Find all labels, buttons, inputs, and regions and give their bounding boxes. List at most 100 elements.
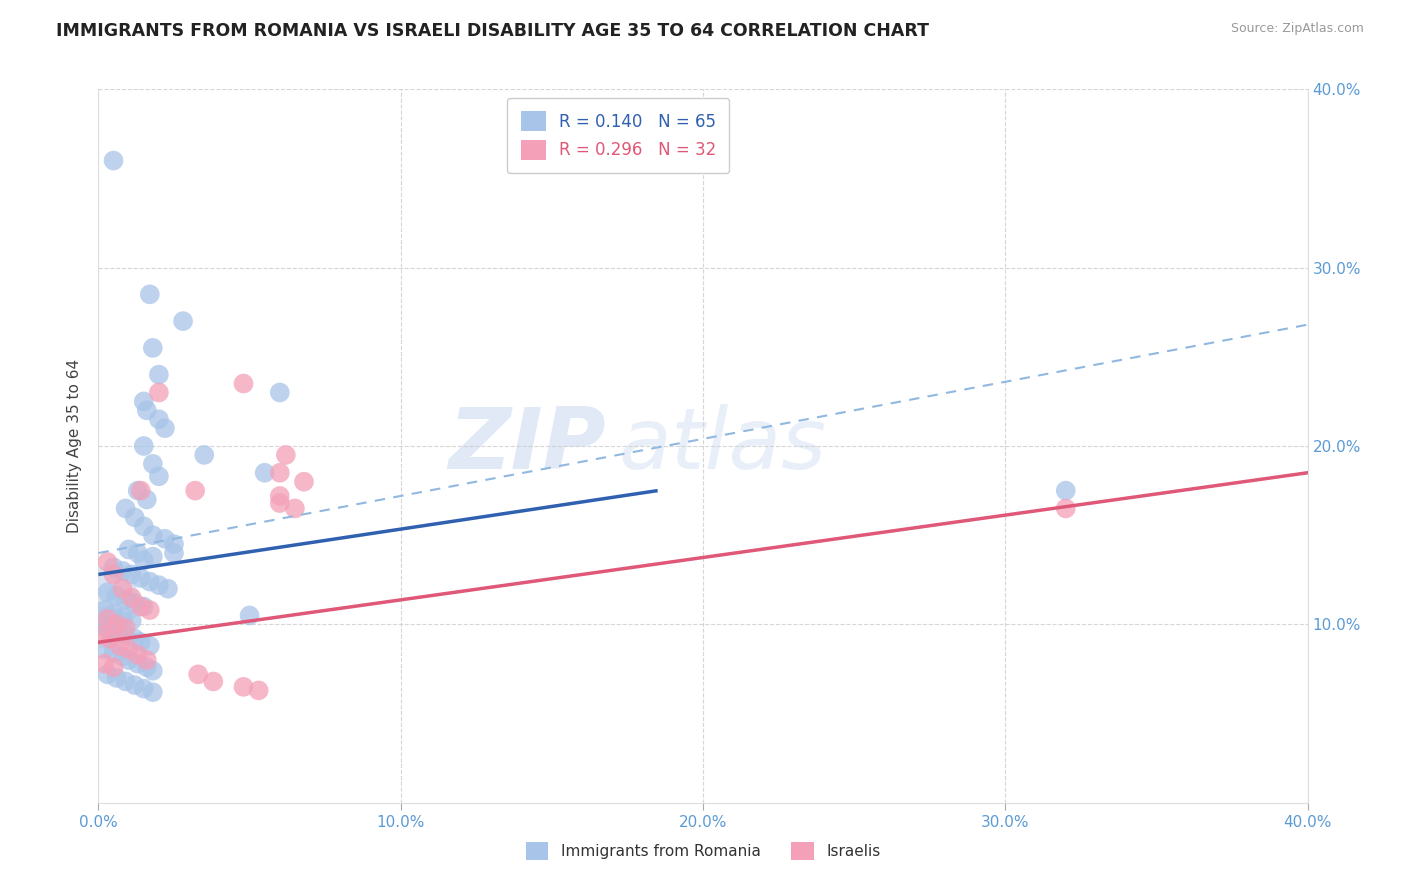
Point <box>108 639 131 653</box>
Point <box>124 632 146 646</box>
Point <box>274 448 297 462</box>
Point <box>184 483 207 498</box>
Point <box>103 560 125 574</box>
Point <box>163 546 186 560</box>
Point <box>132 553 155 567</box>
Point <box>127 648 149 662</box>
Point <box>132 599 155 614</box>
Point <box>247 683 270 698</box>
Point <box>142 685 165 699</box>
Point <box>96 667 118 681</box>
Point <box>142 549 165 564</box>
Point <box>148 368 170 382</box>
Point <box>187 667 209 681</box>
Point <box>142 457 165 471</box>
Point <box>93 657 115 671</box>
Point <box>96 585 118 599</box>
Point <box>142 341 165 355</box>
Point <box>118 642 141 657</box>
Point <box>93 594 115 608</box>
Legend: Immigrants from Romania, Israelis: Immigrants from Romania, Israelis <box>519 836 887 866</box>
Point <box>148 412 170 426</box>
Point <box>90 628 112 642</box>
Point <box>148 469 170 483</box>
Point <box>114 501 136 516</box>
Point <box>153 421 176 435</box>
Point <box>172 314 194 328</box>
Point <box>96 555 118 569</box>
Point <box>114 674 136 689</box>
Point <box>129 635 152 649</box>
Point <box>132 519 155 533</box>
Point <box>121 567 143 582</box>
Point <box>153 532 176 546</box>
Point <box>111 582 134 596</box>
Point <box>139 287 162 301</box>
Point <box>90 617 112 632</box>
Point <box>232 680 254 694</box>
Point <box>103 567 125 582</box>
Text: IMMIGRANTS FROM ROMANIA VS ISRAELI DISABILITY AGE 35 TO 64 CORRELATION CHART: IMMIGRANTS FROM ROMANIA VS ISRAELI DISAB… <box>56 22 929 40</box>
Point <box>96 612 118 626</box>
Point <box>269 496 291 510</box>
Point <box>292 475 315 489</box>
Point <box>103 607 125 621</box>
Text: ZIP: ZIP <box>449 404 606 488</box>
Point <box>132 681 155 696</box>
Point <box>124 510 146 524</box>
Point <box>129 599 152 614</box>
Point <box>114 592 136 607</box>
Point <box>129 571 152 585</box>
Point <box>111 610 134 624</box>
Point <box>142 664 165 678</box>
Point <box>148 578 170 592</box>
Point <box>156 582 179 596</box>
Point <box>105 589 128 603</box>
Text: atlas: atlas <box>619 404 827 488</box>
Point <box>284 501 307 516</box>
Point <box>103 153 125 168</box>
Point <box>121 614 143 628</box>
Point <box>127 483 149 498</box>
Point <box>111 649 134 664</box>
Point <box>269 466 291 480</box>
Point <box>105 617 128 632</box>
Point <box>148 385 170 400</box>
Y-axis label: Disability Age 35 to 64: Disability Age 35 to 64 <box>67 359 83 533</box>
Point <box>142 528 165 542</box>
Point <box>105 671 128 685</box>
Point <box>96 621 118 635</box>
Point <box>139 574 162 589</box>
Point <box>132 394 155 409</box>
Text: Source: ZipAtlas.com: Source: ZipAtlas.com <box>1230 22 1364 36</box>
Point <box>139 639 162 653</box>
Point <box>1054 501 1077 516</box>
Point <box>202 674 225 689</box>
Point <box>124 596 146 610</box>
Point <box>111 564 134 578</box>
Point <box>163 537 186 551</box>
Point <box>96 621 118 635</box>
Point <box>129 483 152 498</box>
Point <box>135 492 157 507</box>
Point <box>93 603 115 617</box>
Point <box>103 660 125 674</box>
Point <box>124 678 146 692</box>
Point <box>232 376 254 391</box>
Point <box>139 603 162 617</box>
Point <box>100 632 122 646</box>
Point <box>1054 483 1077 498</box>
Point <box>114 621 136 635</box>
Point <box>253 466 276 480</box>
Point <box>135 653 157 667</box>
Point <box>114 628 136 642</box>
Point <box>127 657 149 671</box>
Point <box>132 439 155 453</box>
Point <box>269 385 291 400</box>
Point <box>93 642 115 657</box>
Point <box>127 546 149 560</box>
Point <box>105 624 128 639</box>
Point <box>118 653 141 667</box>
Point <box>135 660 157 674</box>
Point <box>103 646 125 660</box>
